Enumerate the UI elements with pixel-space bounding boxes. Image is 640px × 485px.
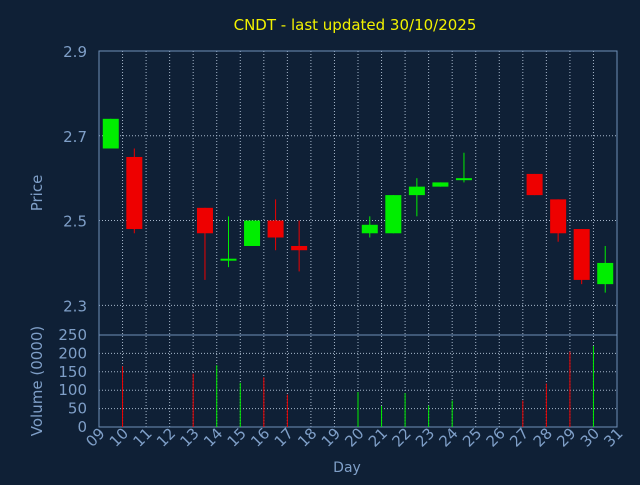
candle-body	[267, 220, 284, 238]
volume-tick-label: 250	[58, 326, 87, 344]
day-tick-label: 21	[365, 424, 391, 450]
volume-tick-label: 50	[68, 400, 87, 418]
candlestick	[526, 173, 543, 196]
day-tick-label: 17	[271, 424, 297, 450]
candlestick	[291, 220, 308, 272]
day-tick-label: 20	[341, 424, 367, 450]
day-tick-label: 26	[483, 424, 509, 450]
day-tick-label: 27	[506, 424, 532, 450]
price-tick-label: 2.5	[63, 213, 87, 231]
candle-body	[196, 207, 213, 234]
candlestick	[126, 148, 143, 234]
volume-bars	[122, 346, 594, 427]
candle-body	[361, 224, 378, 234]
day-tick-label: 12	[153, 424, 179, 450]
day-tick-label: 25	[459, 424, 485, 450]
candle-body	[550, 199, 567, 234]
candlestick	[597, 245, 614, 293]
candlestick	[267, 199, 284, 251]
day-tick-label: 28	[530, 424, 556, 450]
volume-tick-label: 200	[58, 344, 87, 362]
grid-lines	[99, 51, 617, 427]
day-tick-label: 23	[412, 424, 438, 450]
candlestick	[573, 229, 590, 285]
day-tick-label: 14	[200, 424, 226, 450]
candle-body	[291, 245, 308, 251]
day-tick-label: 11	[129, 424, 155, 450]
volume-tick-label: 150	[58, 363, 87, 381]
price-axis-label: Price	[28, 175, 46, 212]
candle-body	[526, 173, 543, 196]
candlestick	[432, 182, 449, 187]
candle-body	[244, 220, 261, 246]
volume-tick-label: 100	[58, 381, 87, 399]
candle-body	[102, 118, 119, 149]
candle-body	[220, 258, 237, 261]
candle-body	[455, 178, 472, 181]
candlestick	[408, 178, 425, 217]
price-tick-label: 2.9	[63, 43, 87, 61]
candle-body	[432, 182, 449, 187]
price-tick-label: 2.7	[63, 128, 87, 146]
price-tick-label: 2.3	[63, 297, 87, 315]
candlestick	[220, 216, 237, 268]
candlestick	[361, 216, 378, 238]
candle-body	[385, 195, 402, 234]
day-tick-label: 16	[247, 424, 273, 450]
candle-body	[126, 156, 143, 230]
day-tick-label: 15	[224, 424, 250, 450]
volume-tick-label: 0	[77, 418, 87, 436]
candle-body	[408, 186, 425, 196]
candlestick	[244, 220, 261, 246]
volume-axis-label: Volume (0000)	[28, 326, 46, 436]
candlestick	[102, 118, 119, 149]
day-tick-label: 31	[600, 424, 626, 450]
day-tick-label: 30	[577, 424, 603, 450]
day-tick-label: 24	[436, 424, 462, 450]
candlestick	[196, 207, 213, 280]
candle-body	[597, 262, 614, 285]
day-tick-label: 22	[388, 424, 414, 450]
candlesticks	[102, 118, 614, 293]
day-tick-label: 19	[318, 424, 344, 450]
chart-title: CNDT - last updated 30/10/2025	[234, 16, 477, 34]
day-tick-label: 18	[294, 424, 320, 450]
candle-body	[573, 229, 590, 280]
day-axis-label: Day	[333, 460, 361, 476]
day-tick-label: 13	[177, 424, 203, 450]
candlestick	[385, 195, 402, 234]
day-tick-label: 10	[106, 424, 132, 450]
day-tick-label: 29	[553, 424, 579, 450]
candlestick	[455, 152, 472, 183]
candlestick	[550, 199, 567, 242]
